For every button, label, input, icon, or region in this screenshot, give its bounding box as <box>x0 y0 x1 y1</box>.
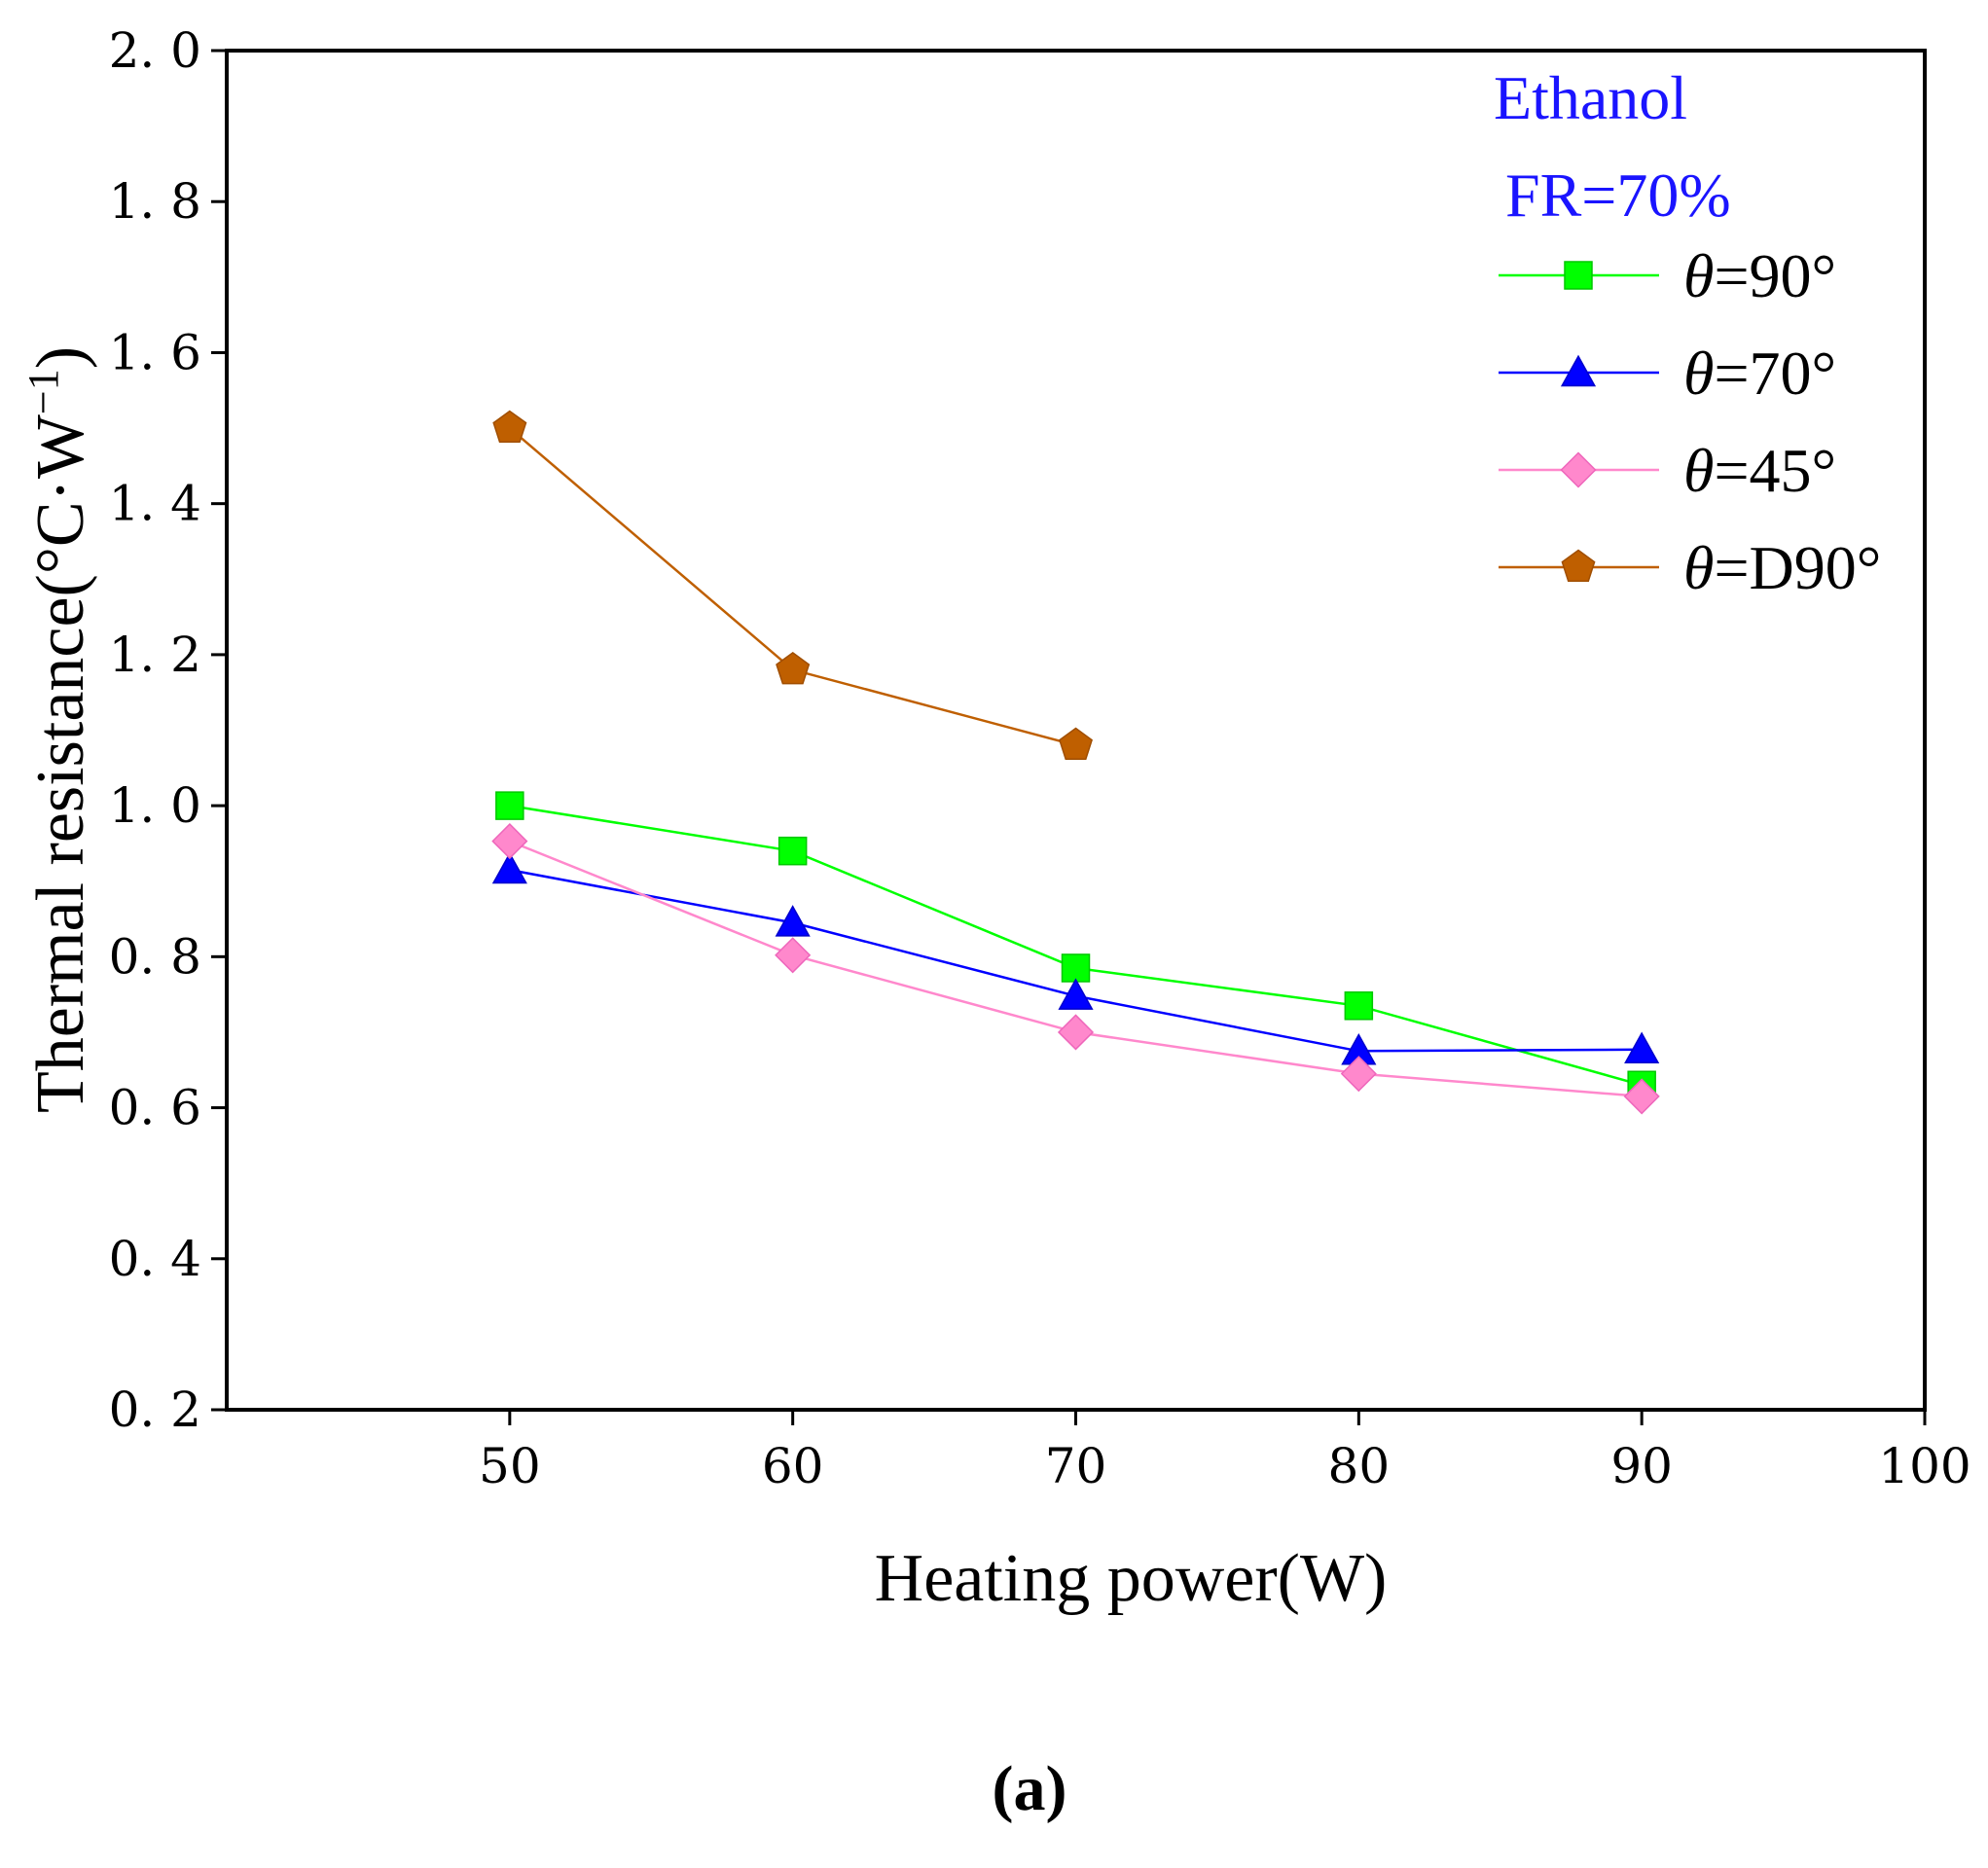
legend-marker <box>1561 549 1596 582</box>
y-axis-ticks: 0. 2 0. 4 0. 6 0. 8 1. 0 1. 2 1. 4 1. 6 1. 8 2. 0 <box>109 22 227 1438</box>
data-point <box>495 791 524 820</box>
data-point <box>1624 1031 1660 1063</box>
legend-label: θ=45° <box>1683 436 1836 505</box>
legend: θ=90°θ=70°θ=45°θ=D90° <box>1499 241 1881 602</box>
series-markers <box>491 410 1660 1115</box>
y-axis-title-superscript: −1 <box>19 369 67 414</box>
legend-marker <box>1560 451 1597 488</box>
y-tick-label: 0. 8 <box>109 928 201 985</box>
legend-label-theta: θ <box>1683 339 1714 408</box>
data-point <box>491 851 527 884</box>
x-axis-title: Heating power(W) <box>875 1541 1388 1616</box>
legend-label: θ=D90° <box>1683 533 1881 602</box>
series-line-3 <box>508 427 1076 747</box>
y-tick-label: 0. 4 <box>109 1231 201 1287</box>
x-tick-label: 100 <box>1878 1438 1970 1494</box>
legend-label-theta: θ <box>1683 436 1714 505</box>
y-tick-label: 1. 8 <box>109 173 201 230</box>
legend-label-theta: θ <box>1683 533 1714 602</box>
legend-marker <box>1564 261 1593 290</box>
y-tick-label: 0. 6 <box>109 1080 201 1136</box>
y-axis-title-close: ) <box>23 346 98 369</box>
data-point <box>491 823 528 860</box>
annotation-fluid: Ethanol <box>1494 63 1687 132</box>
legend-label-value: =70° <box>1714 339 1836 408</box>
legend-label-theta: θ <box>1683 241 1714 310</box>
data-point <box>1623 1078 1660 1115</box>
annotation-fill-ratio: FR=70% <box>1505 161 1731 230</box>
legend-label-value: =90° <box>1714 241 1836 310</box>
data-point <box>777 836 808 866</box>
data-point <box>776 651 811 685</box>
x-tick-label: 60 <box>762 1438 824 1494</box>
data-point <box>775 905 811 937</box>
data-point <box>1058 978 1094 1010</box>
x-tick-label: 70 <box>1045 1438 1107 1494</box>
data-point <box>775 937 812 974</box>
y-tick-label: 0. 2 <box>109 1382 201 1438</box>
data-point <box>1344 991 1374 1021</box>
data-point <box>1340 1056 1377 1093</box>
y-tick-label: 1. 2 <box>109 627 201 683</box>
legend-label: θ=90° <box>1683 241 1836 310</box>
x-tick-label: 50 <box>479 1438 541 1494</box>
data-point <box>492 410 527 443</box>
legend-marker <box>1560 354 1597 387</box>
x-axis-ticks: 50 60 70 80 90 100 <box>479 1410 1971 1494</box>
data-point <box>1061 953 1091 983</box>
y-tick-label: 2. 0 <box>109 22 201 79</box>
legend-label-value: =D90° <box>1714 533 1881 602</box>
y-tick-label: 1. 4 <box>109 476 201 532</box>
y-tick-label: 1. 0 <box>109 777 201 834</box>
x-tick-label: 90 <box>1610 1438 1673 1494</box>
y-tick-label: 1. 6 <box>109 324 201 380</box>
y-axis-title-main: Thermal resistance(°C·W <box>23 414 98 1113</box>
data-point <box>1059 727 1093 760</box>
legend-label: θ=70° <box>1683 339 1836 408</box>
x-tick-label: 80 <box>1328 1438 1391 1494</box>
legend-label-value: =45° <box>1714 436 1836 505</box>
panel-label: (a) <box>993 1753 1067 1824</box>
data-point <box>1057 1014 1095 1051</box>
y-axis-title: Thermal resistance(°C·W−1) <box>19 346 98 1113</box>
